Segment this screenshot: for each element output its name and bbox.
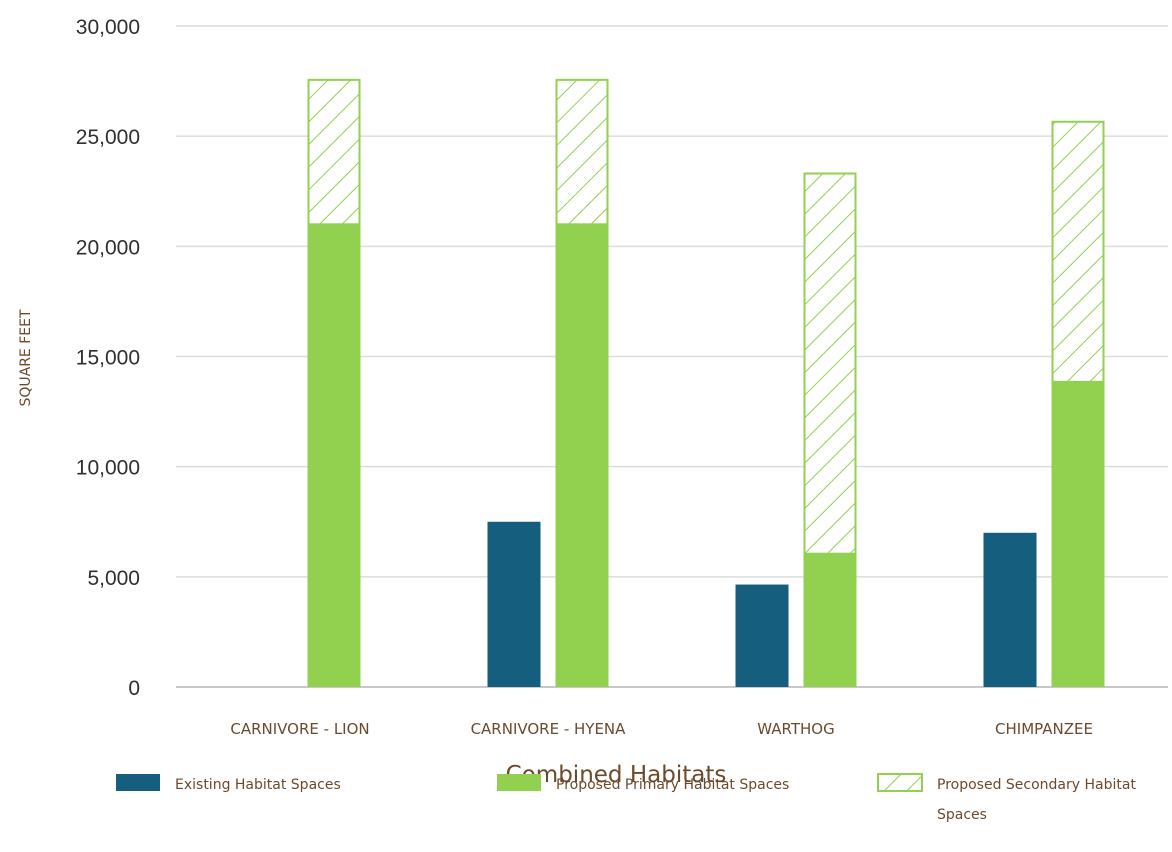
x-category-label: CARNIVORE - LION: [230, 720, 369, 738]
legend-label-primary: Proposed Primary Habitat Spaces: [556, 777, 789, 793]
y-tick-label: 20,000: [76, 236, 140, 259]
y-tick-label: 10,000: [76, 457, 140, 480]
y-axis-label: SQUARE FEET: [18, 309, 34, 406]
y-tick-label: 5,000: [87, 567, 140, 590]
x-axis-label: Combined Habitats: [506, 762, 727, 788]
bar-proposed-primary: [1051, 381, 1105, 687]
bar-proposed-secondary: [555, 78, 609, 226]
bar-existing: [487, 521, 541, 687]
y-tick-label: 30,000: [76, 16, 140, 39]
bar-proposed-secondary: [1051, 120, 1105, 383]
x-axis-categories: CARNIVORE - LION CARNIVORE - HYENA WARTHOG…: [230, 720, 1093, 738]
bar-proposed-primary: [555, 224, 609, 688]
bar-proposed-secondary: [307, 78, 361, 226]
bar-proposed-primary: [803, 553, 857, 687]
bar-proposed-primary: [307, 224, 361, 688]
bar-proposed-secondary: [803, 172, 857, 555]
legend: Existing Habitat Spaces Proposed Primary…: [116, 773, 1136, 823]
legend-label-existing: Existing Habitat Spaces: [175, 777, 341, 793]
legend-swatch-primary: [497, 774, 541, 791]
y-tick-label: 0: [128, 677, 140, 700]
bar-existing: [735, 584, 789, 687]
y-tick-label: 15,000: [76, 347, 140, 370]
legend-label-secondary-line1: Proposed Secondary Habitat: [937, 777, 1136, 793]
bar-existing: [983, 532, 1037, 687]
legend-swatch-existing: [116, 774, 160, 791]
legend-label-secondary-line2: Spaces: [937, 807, 987, 823]
x-category-label: CARNIVORE - HYENA: [471, 720, 627, 738]
x-category-label: WARTHOG: [757, 720, 834, 738]
y-axis-ticks: 0 5,000 10,000 15,000 20,000 25,000 30,000: [76, 16, 140, 700]
x-category-label: CHIMPANZEE: [995, 720, 1093, 738]
legend-swatch-secondary: [877, 773, 923, 792]
y-tick-label: 25,000: [76, 126, 140, 149]
bars: [307, 78, 1105, 688]
